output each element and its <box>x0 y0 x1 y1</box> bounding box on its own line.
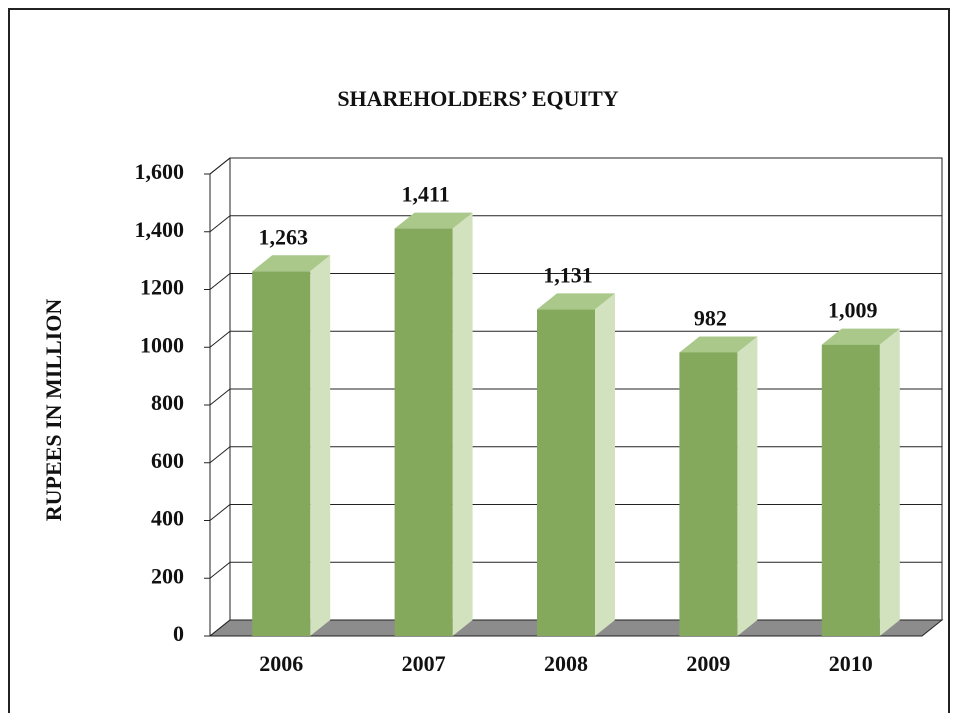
grid-line <box>209 157 942 175</box>
data-label: 982 <box>694 305 727 330</box>
bar <box>821 344 880 636</box>
y-axis-label: RUPEES IN MILLION <box>41 299 66 522</box>
x-tick-label: 2008 <box>544 651 588 676</box>
bar-top <box>252 255 331 272</box>
bar-top <box>821 328 900 345</box>
x-tick-label: 2009 <box>686 651 730 676</box>
frame <box>8 8 950 713</box>
y-tick-label: 0 <box>173 621 184 646</box>
bar <box>679 352 738 636</box>
y-tick-label: 600 <box>151 448 184 473</box>
x-tick-label: 2007 <box>402 651 446 676</box>
data-label: 1,131 <box>543 262 593 287</box>
bar-top <box>679 336 758 353</box>
bar-side <box>310 255 331 636</box>
data-label: 1,263 <box>258 224 308 249</box>
grid-line <box>209 273 942 290</box>
x-tick-label: 2010 <box>829 651 873 676</box>
bar-side <box>452 212 473 637</box>
bar-side <box>879 328 900 636</box>
data-label: 1,009 <box>828 298 878 323</box>
y-tick-label: 200 <box>151 563 184 588</box>
y-tick-label: 1,600 <box>135 159 185 184</box>
x-tick-label: 2006 <box>259 651 303 676</box>
bar-side <box>595 293 615 636</box>
data-label: 1,411 <box>401 182 449 207</box>
grid-line <box>209 330 942 348</box>
bar <box>394 228 453 637</box>
y-tick-label: 800 <box>151 390 184 415</box>
y-tick-label: 1,400 <box>135 217 185 242</box>
bar <box>537 309 595 636</box>
y-tick-label: 1000 <box>140 332 184 357</box>
y-tick-label: 400 <box>151 506 184 531</box>
bar-side <box>737 336 758 636</box>
grid-line <box>209 215 942 233</box>
bar-top <box>394 212 473 229</box>
bar <box>252 271 311 636</box>
y-tick-label: 1200 <box>140 275 184 300</box>
chart-title: SHAREHOLDERS’ EQUITY <box>337 86 618 111</box>
bar-top <box>537 293 615 310</box>
